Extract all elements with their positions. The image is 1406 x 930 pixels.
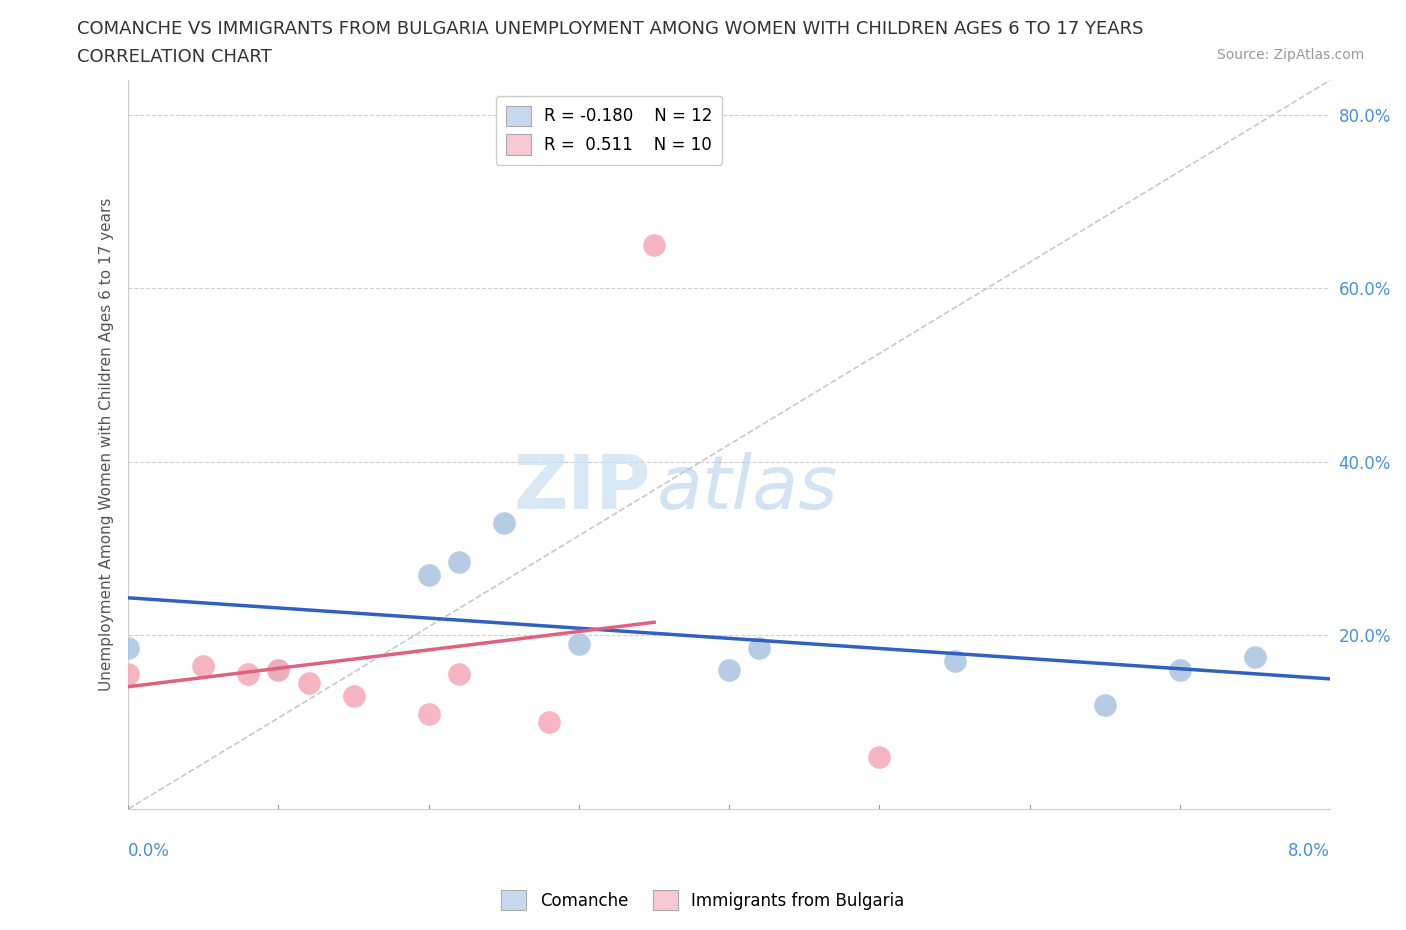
- Text: 0.0%: 0.0%: [128, 842, 170, 859]
- Text: COMANCHE VS IMMIGRANTS FROM BULGARIA UNEMPLOYMENT AMONG WOMEN WITH CHILDREN AGES: COMANCHE VS IMMIGRANTS FROM BULGARIA UNE…: [77, 20, 1144, 38]
- Point: [447, 554, 470, 569]
- Point: [643, 237, 665, 252]
- Text: CORRELATION CHART: CORRELATION CHART: [77, 48, 273, 66]
- Point: [267, 663, 290, 678]
- Point: [492, 515, 515, 530]
- Point: [117, 667, 139, 682]
- Point: [193, 658, 215, 673]
- Point: [1244, 650, 1267, 665]
- Point: [537, 715, 560, 730]
- Text: Source: ZipAtlas.com: Source: ZipAtlas.com: [1216, 48, 1364, 62]
- Y-axis label: Unemployment Among Women with Children Ages 6 to 17 years: Unemployment Among Women with Children A…: [100, 198, 114, 691]
- Point: [718, 663, 741, 678]
- Point: [1094, 698, 1116, 712]
- Legend: Comanche, Immigrants from Bulgaria: Comanche, Immigrants from Bulgaria: [495, 884, 911, 917]
- Point: [748, 641, 770, 656]
- Text: atlas: atlas: [657, 452, 838, 525]
- Point: [342, 689, 364, 704]
- Point: [267, 663, 290, 678]
- Legend: R = -0.180    N = 12, R =  0.511    N = 10: R = -0.180 N = 12, R = 0.511 N = 10: [496, 96, 723, 165]
- Point: [297, 676, 319, 691]
- Point: [418, 706, 440, 721]
- Text: 8.0%: 8.0%: [1288, 842, 1330, 859]
- Point: [1168, 663, 1191, 678]
- Point: [117, 641, 139, 656]
- Point: [447, 667, 470, 682]
- Point: [568, 637, 591, 652]
- Point: [238, 667, 260, 682]
- Point: [868, 750, 890, 764]
- Text: ZIP: ZIP: [513, 452, 651, 525]
- Point: [418, 567, 440, 582]
- Point: [943, 654, 966, 669]
